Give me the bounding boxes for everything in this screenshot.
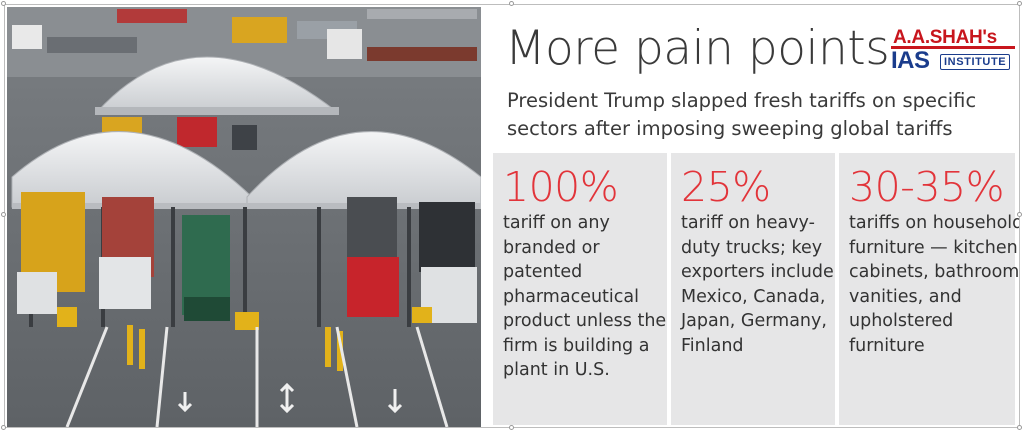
tariff-description: tariffs on household furniture — kitchen… xyxy=(849,213,1020,356)
logo-institute: INSTITUTE xyxy=(940,54,1011,70)
tariff-description: tariff on any branded or patented pharma… xyxy=(503,213,667,380)
tariff-column-furniture: 30-35% tariffs on household furniture — … xyxy=(839,153,1019,425)
resize-handle[interactable] xyxy=(1,425,6,430)
resize-handle[interactable] xyxy=(1,212,6,217)
resize-handle[interactable] xyxy=(509,1,514,6)
resize-handle[interactable] xyxy=(509,425,514,430)
resize-handle[interactable] xyxy=(1,1,6,6)
info-panel: More pain points A.A.SHAH's IAS INSTITUT… xyxy=(481,5,1019,427)
logo-name: A.A.SHAH's xyxy=(893,27,997,48)
headline: More pain points xyxy=(505,21,890,76)
trucks-photo xyxy=(7,7,481,427)
resize-handle[interactable] xyxy=(1017,1,1022,6)
resize-handle[interactable] xyxy=(1017,425,1022,430)
logo-stripe xyxy=(891,46,1015,49)
infographic-frame: More pain points A.A.SHAH's IAS INSTITUT… xyxy=(4,4,1020,428)
tariff-column-trucks: 25% tariff on heavy-duty trucks; key exp… xyxy=(671,153,835,425)
subheadline: President Trump slapped fresh tariffs on… xyxy=(507,89,977,140)
logo-ias: IAS xyxy=(891,47,930,74)
tariff-description: tariff on heavy-duty trucks; key exporte… xyxy=(681,213,834,356)
column-divider xyxy=(835,153,839,425)
tariff-rate: 100% xyxy=(503,163,619,211)
resize-handle[interactable] xyxy=(1017,212,1022,217)
tariff-rate: 25% xyxy=(681,163,771,211)
tariff-column-pharma: 100% tariff on any branded or patented p… xyxy=(493,153,667,425)
tariff-columns: 100% tariff on any branded or patented p… xyxy=(493,153,1019,425)
institute-logo: A.A.SHAH's IAS INSTITUTE xyxy=(891,27,1015,79)
column-divider xyxy=(667,153,671,425)
tariff-rate: 30-35% xyxy=(849,163,1005,211)
